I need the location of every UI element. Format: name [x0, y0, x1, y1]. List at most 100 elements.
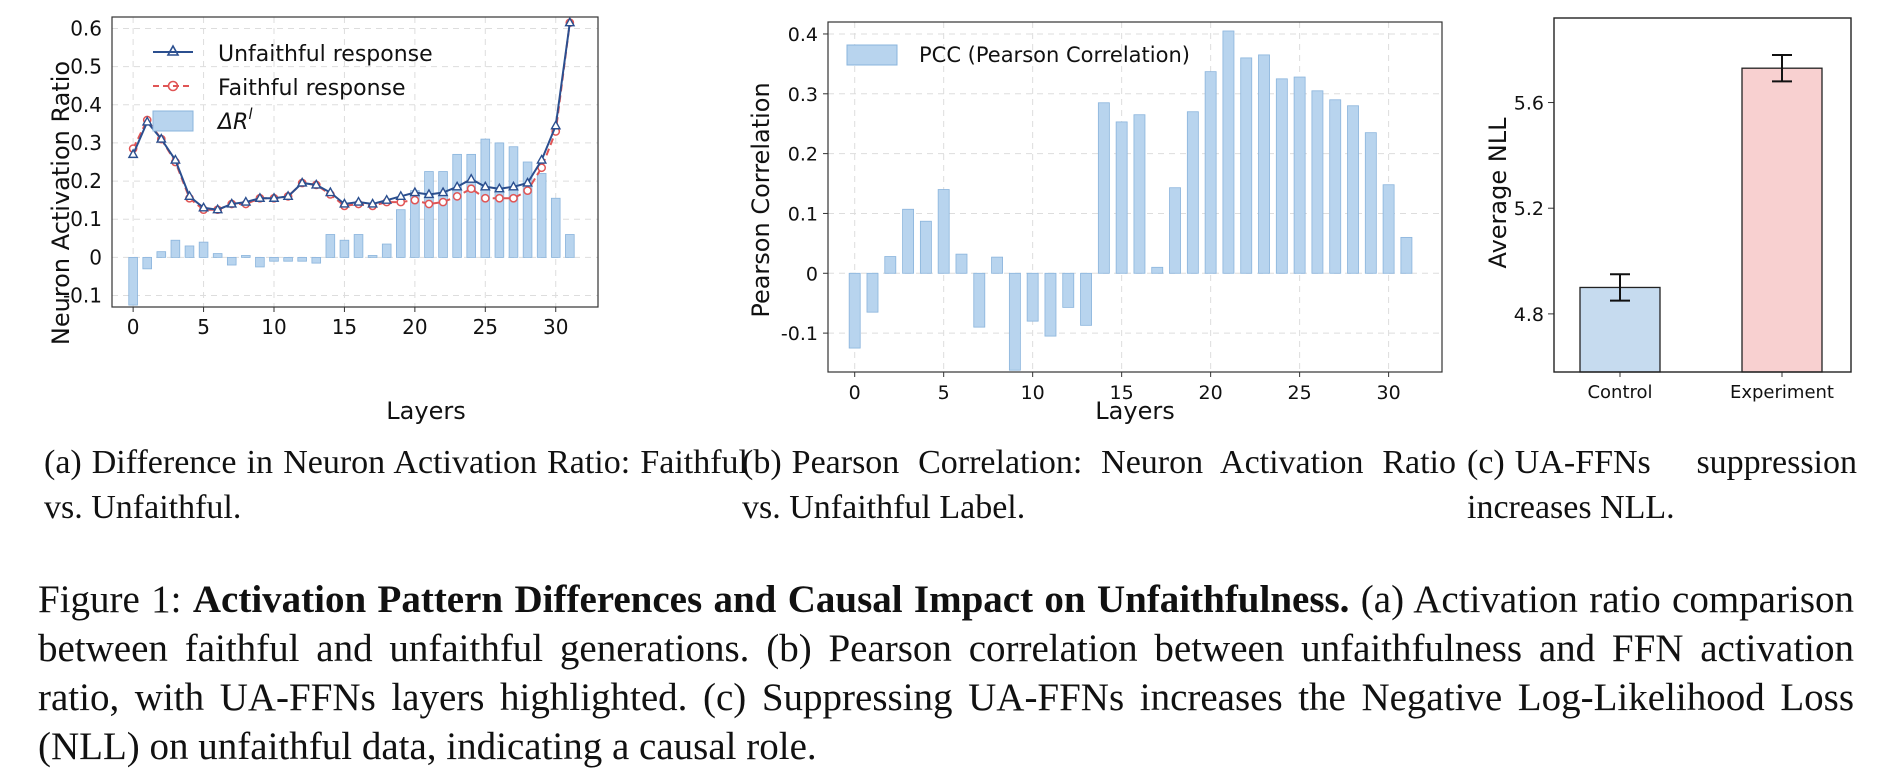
delta-bar	[325, 234, 336, 258]
unfaithful-point	[536, 154, 548, 164]
delta-bar	[269, 256, 279, 262]
pcc-bar	[1382, 184, 1395, 274]
delta-bar	[255, 256, 265, 268]
unfaithful-point	[493, 182, 505, 193]
caption-c: (c) UA-FFNs suppression increases NLL.	[1467, 440, 1857, 530]
chart-c-ylabel: Average NLL	[1484, 117, 1512, 269]
delta-bar	[198, 241, 209, 258]
unfaithful-point	[381, 194, 393, 204]
delta-bar	[466, 153, 476, 258]
delta-bar	[226, 256, 237, 266]
pcc-bar	[955, 253, 968, 274]
legend-delta: ΔRl	[216, 105, 253, 135]
pcc-bar	[1329, 99, 1342, 274]
unfaithful-point	[451, 180, 463, 191]
caption-b: (b) Pearson Correlation: Neuron Activatio…	[742, 440, 1456, 530]
x-tick-label: 25	[1288, 382, 1312, 404]
caption-b-label: (b)	[742, 444, 782, 481]
chart-pearson-correlation: Pearson Correlation Layers -0.1 0 0.1 0.2 0.…	[747, 21, 1443, 425]
x-tick-label: 20	[402, 315, 427, 339]
unfaithful-point	[268, 192, 280, 202]
caption-a-label: (a)	[44, 444, 82, 481]
faithful-point	[480, 193, 490, 203]
delta-bar	[452, 153, 462, 258]
unfaithful-point	[169, 154, 181, 164]
pcc-bar	[973, 272, 986, 328]
pcc-bar	[884, 256, 897, 274]
delta-bar	[184, 245, 195, 258]
pcc-bar	[1044, 272, 1057, 337]
pcc-bar	[1364, 132, 1377, 274]
unfaithful-point	[479, 180, 491, 191]
caption-a-text: Difference in Neuron Activation Ratio: F…	[44, 444, 748, 526]
pcc-bar	[1240, 57, 1253, 274]
y-tick-label: 0.3	[788, 84, 818, 106]
pcc-bar	[1133, 114, 1146, 274]
chart-average-nll: Average NLL 4.8 5.2 5.6 Control Experiment	[1484, 17, 1852, 403]
y-tick-label: 4.8	[1514, 304, 1544, 326]
x-tick-label: 20	[1199, 382, 1223, 404]
x-tick-label: 5	[938, 382, 950, 404]
delta-bar	[339, 239, 350, 258]
unfaithful-point	[310, 178, 322, 189]
pcc-bar	[902, 208, 915, 274]
delta-bar	[170, 239, 181, 258]
caption-c-text: UA-FFNs suppression increases NLL.	[1467, 444, 1857, 526]
x-tick-label: 10	[1021, 382, 1045, 404]
unfaithful-point	[141, 116, 153, 126]
legend-faithful: Faithful response	[218, 76, 406, 101]
unfaithful-point	[127, 148, 139, 159]
caption-b-text: Pearson Correlation: Neuron Activation R…	[742, 444, 1456, 526]
pcc-bar	[1062, 272, 1075, 308]
faithful-point	[509, 193, 518, 203]
unfaithful-point	[395, 190, 407, 201]
pcc-bar	[1097, 102, 1110, 274]
pcc-bar	[1115, 121, 1128, 274]
figure-text: (a) Activation ratio comparison between …	[38, 578, 1854, 768]
x-tick-label: Experiment	[1730, 382, 1834, 403]
unfaithful-point	[184, 190, 195, 201]
y-tick-label: 0.1	[70, 207, 102, 231]
y-tick-label: 0.3	[70, 131, 102, 155]
pcc-bar	[1080, 272, 1092, 326]
delta-bar	[396, 209, 406, 258]
delta-bar	[311, 256, 322, 264]
pcc-bar	[848, 272, 861, 349]
unfaithful-point	[423, 188, 435, 199]
delta-bar	[565, 234, 575, 258]
unfaithful-point	[353, 196, 364, 206]
delta-bar	[241, 255, 251, 258]
y-tick-label: -0.1	[63, 284, 102, 308]
unfaithful-point	[254, 192, 266, 202]
x-tick-label: 0	[849, 382, 861, 404]
delta-bar	[128, 256, 138, 306]
faithful-point	[495, 193, 504, 203]
unfaithful-point	[155, 133, 167, 143]
figure-title: Activation Pattern Differences and Causa…	[192, 578, 1350, 621]
unfaithful-point	[240, 196, 252, 206]
chart-activation-ratio: Neuron Activation Ratio Layers -0.1 0 0.1 0…	[47, 16, 599, 425]
x-tick-label: 25	[473, 315, 498, 339]
y-tick-label: 0.4	[70, 93, 102, 117]
unfaithful-point	[212, 203, 224, 214]
pcc-bar	[991, 256, 1003, 274]
pcc-bar	[1400, 236, 1413, 274]
nll-bar	[1741, 67, 1823, 373]
delta-bar	[424, 171, 434, 258]
delta-bar	[142, 256, 152, 270]
faithful-point	[438, 197, 448, 207]
delta-bar	[212, 253, 223, 258]
chart-a-ylabel: Neuron Activation Ratio	[47, 61, 75, 345]
unfaithful-point	[296, 177, 308, 187]
x-tick-label: 10	[261, 315, 286, 339]
y-tick-label: 0	[89, 245, 102, 269]
delta-bar	[536, 173, 547, 258]
faithful-point	[424, 199, 434, 209]
pcc-bar	[1151, 266, 1164, 274]
unfaithful-point	[409, 186, 421, 197]
unfaithful-point	[324, 186, 336, 197]
x-tick-label: 30	[1377, 382, 1401, 404]
plot-frame	[827, 21, 1443, 373]
y-tick-label: 0	[806, 263, 818, 285]
delta-bar	[550, 197, 561, 258]
